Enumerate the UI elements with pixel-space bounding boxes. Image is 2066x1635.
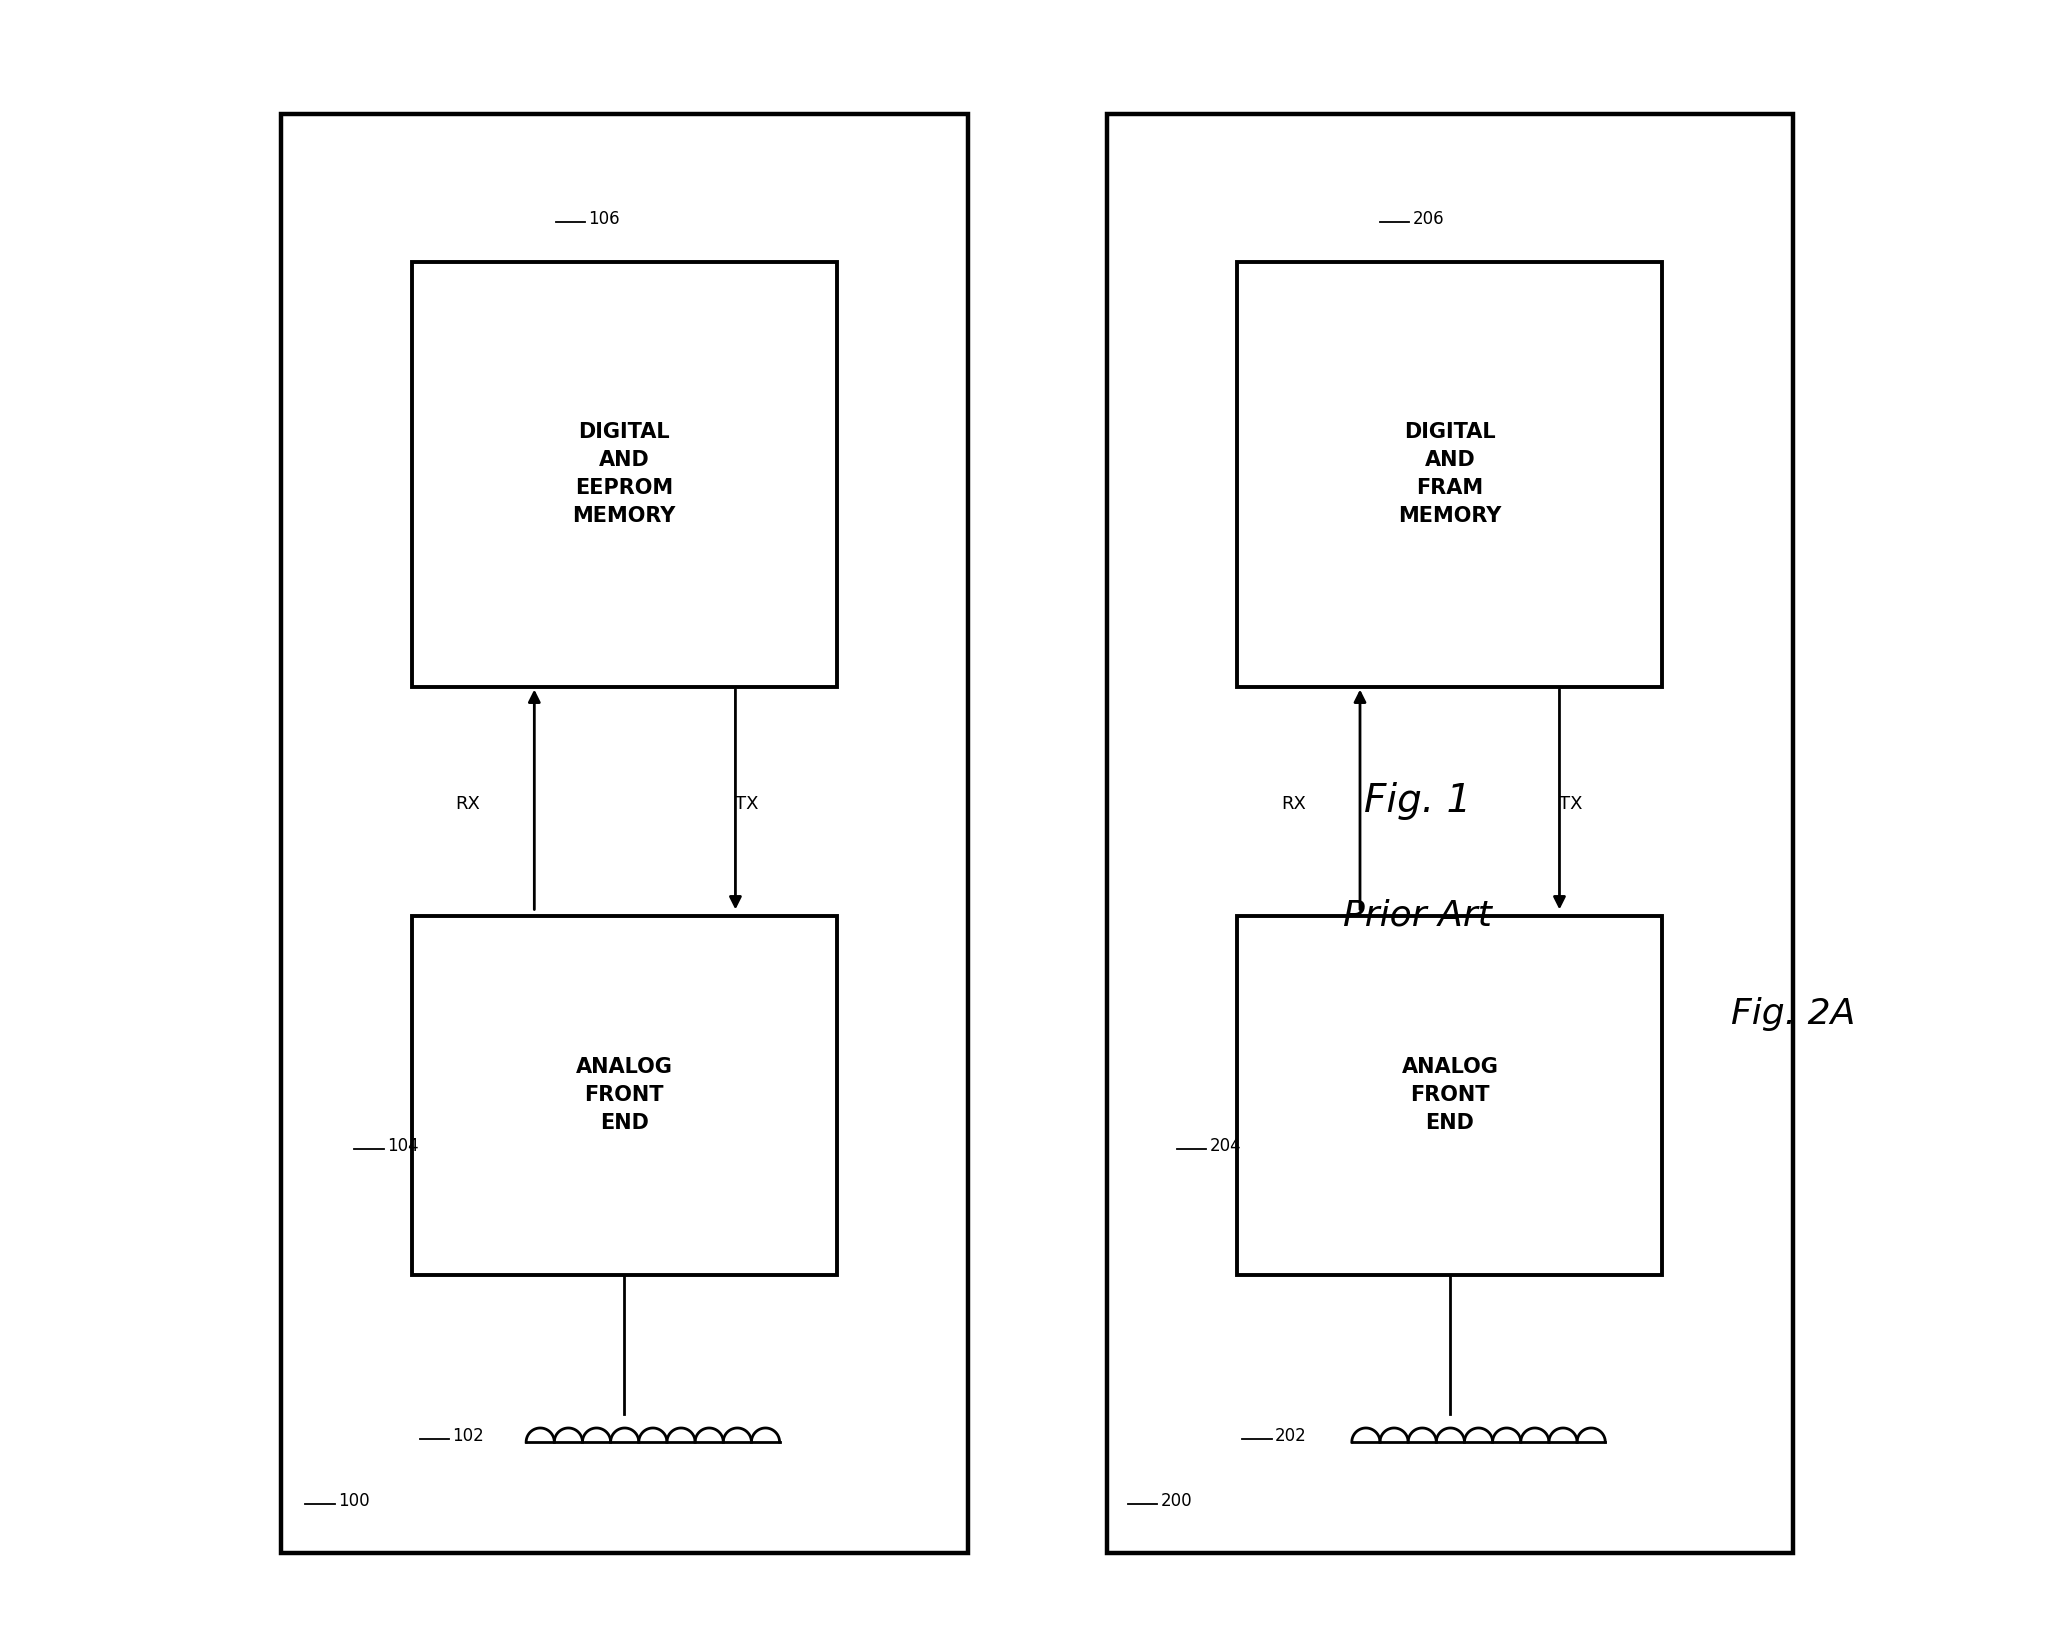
FancyBboxPatch shape: [281, 114, 967, 1553]
Text: 102: 102: [452, 1426, 483, 1445]
Text: Fig. 1: Fig. 1: [1364, 782, 1471, 821]
FancyBboxPatch shape: [1107, 114, 1793, 1553]
FancyBboxPatch shape: [411, 916, 837, 1275]
Text: 204: 204: [1209, 1136, 1242, 1156]
FancyBboxPatch shape: [1238, 916, 1663, 1275]
Text: ANALOG
FRONT
END: ANALOG FRONT END: [1401, 1058, 1498, 1133]
Text: 200: 200: [1161, 1491, 1192, 1511]
Text: ANALOG
FRONT
END: ANALOG FRONT END: [576, 1058, 674, 1133]
Text: RX: RX: [1281, 795, 1306, 814]
Text: Fig. 2A: Fig. 2A: [1731, 997, 1855, 1030]
Text: 100: 100: [339, 1491, 370, 1511]
Text: DIGITAL
AND
EEPROM
MEMORY: DIGITAL AND EEPROM MEMORY: [572, 422, 676, 526]
Text: TX: TX: [735, 795, 758, 814]
FancyBboxPatch shape: [1238, 262, 1663, 687]
Text: 104: 104: [386, 1136, 419, 1156]
FancyBboxPatch shape: [411, 262, 837, 687]
Text: 106: 106: [589, 209, 620, 229]
Text: 202: 202: [1275, 1426, 1306, 1445]
Text: RX: RX: [455, 795, 481, 814]
Text: Prior Art: Prior Art: [1343, 899, 1492, 932]
Text: TX: TX: [1560, 795, 1583, 814]
Text: 206: 206: [1413, 209, 1444, 229]
Text: DIGITAL
AND
FRAM
MEMORY: DIGITAL AND FRAM MEMORY: [1399, 422, 1502, 526]
